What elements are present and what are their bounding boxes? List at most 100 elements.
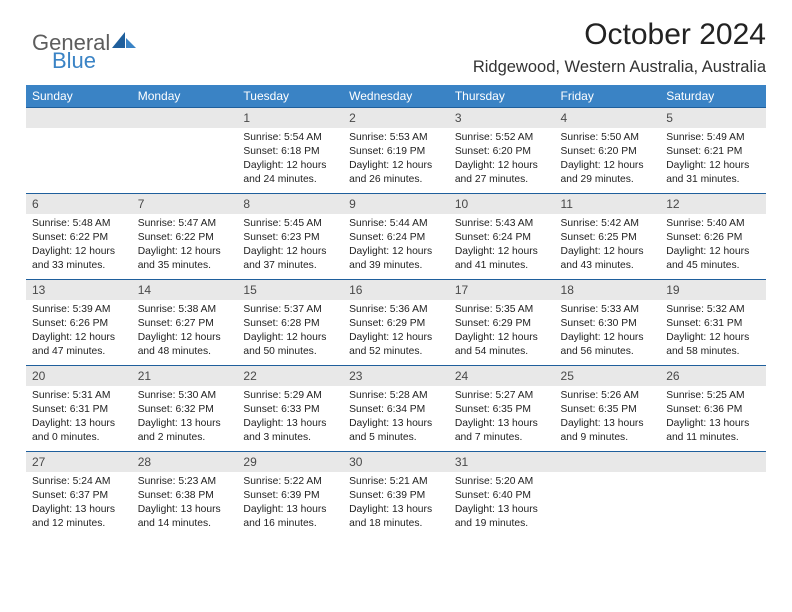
day-data: Sunrise: 5:23 AMSunset: 6:38 PMDaylight:… (132, 472, 238, 537)
calendar-cell: 20Sunrise: 5:31 AMSunset: 6:31 PMDayligh… (26, 365, 132, 451)
day-data: Sunrise: 5:21 AMSunset: 6:39 PMDaylight:… (343, 472, 449, 537)
day-number: 7 (132, 193, 238, 214)
calendar-cell: 13Sunrise: 5:39 AMSunset: 6:26 PMDayligh… (26, 279, 132, 365)
sunset-line: Sunset: 6:33 PM (243, 403, 337, 417)
day-number: 8 (237, 193, 343, 214)
daylight-line: Daylight: 12 hours and 35 minutes. (138, 245, 232, 273)
sunset-line: Sunset: 6:21 PM (666, 145, 760, 159)
sunrise-line: Sunrise: 5:23 AM (138, 475, 232, 489)
sunrise-line: Sunrise: 5:43 AM (455, 217, 549, 231)
weekday-header: Friday (555, 85, 661, 107)
calendar-cell: 8Sunrise: 5:45 AMSunset: 6:23 PMDaylight… (237, 193, 343, 279)
day-data: Sunrise: 5:24 AMSunset: 6:37 PMDaylight:… (26, 472, 132, 537)
daylight-line: Daylight: 12 hours and 58 minutes. (666, 331, 760, 359)
weekday-header-row: SundayMondayTuesdayWednesdayThursdayFrid… (26, 85, 766, 107)
day-number: 2 (343, 107, 449, 128)
sunrise-line: Sunrise: 5:26 AM (561, 389, 655, 403)
sunrise-line: Sunrise: 5:49 AM (666, 131, 760, 145)
sunset-line: Sunset: 6:23 PM (243, 231, 337, 245)
day-number: 21 (132, 365, 238, 386)
day-data: Sunrise: 5:39 AMSunset: 6:26 PMDaylight:… (26, 300, 132, 365)
day-number: 13 (26, 279, 132, 300)
calendar-cell: 7Sunrise: 5:47 AMSunset: 6:22 PMDaylight… (132, 193, 238, 279)
daylight-line: Daylight: 13 hours and 18 minutes. (349, 503, 443, 531)
calendar-cell: 15Sunrise: 5:37 AMSunset: 6:28 PMDayligh… (237, 279, 343, 365)
sunrise-line: Sunrise: 5:30 AM (138, 389, 232, 403)
sunrise-line: Sunrise: 5:24 AM (32, 475, 126, 489)
sunset-line: Sunset: 6:35 PM (455, 403, 549, 417)
day-number: 5 (660, 107, 766, 128)
day-data (555, 472, 661, 481)
day-number: 22 (237, 365, 343, 386)
sunset-line: Sunset: 6:19 PM (349, 145, 443, 159)
day-number: 26 (660, 365, 766, 386)
day-number (555, 451, 661, 472)
calendar-cell: 18Sunrise: 5:33 AMSunset: 6:30 PMDayligh… (555, 279, 661, 365)
day-data: Sunrise: 5:42 AMSunset: 6:25 PMDaylight:… (555, 214, 661, 279)
calendar-cell: 30Sunrise: 5:21 AMSunset: 6:39 PMDayligh… (343, 451, 449, 537)
sunrise-line: Sunrise: 5:25 AM (666, 389, 760, 403)
sunset-line: Sunset: 6:29 PM (455, 317, 549, 331)
calendar-cell: 24Sunrise: 5:27 AMSunset: 6:35 PMDayligh… (449, 365, 555, 451)
sunrise-line: Sunrise: 5:52 AM (455, 131, 549, 145)
weekday-header: Monday (132, 85, 238, 107)
day-data: Sunrise: 5:28 AMSunset: 6:34 PMDaylight:… (343, 386, 449, 451)
day-number: 1 (237, 107, 343, 128)
daylight-line: Daylight: 12 hours and 27 minutes. (455, 159, 549, 187)
sunrise-line: Sunrise: 5:40 AM (666, 217, 760, 231)
sunrise-line: Sunrise: 5:47 AM (138, 217, 232, 231)
daylight-line: Daylight: 12 hours and 24 minutes. (243, 159, 337, 187)
calendar-cell: 25Sunrise: 5:26 AMSunset: 6:35 PMDayligh… (555, 365, 661, 451)
calendar-cell: 29Sunrise: 5:22 AMSunset: 6:39 PMDayligh… (237, 451, 343, 537)
day-number: 17 (449, 279, 555, 300)
day-data: Sunrise: 5:36 AMSunset: 6:29 PMDaylight:… (343, 300, 449, 365)
calendar-cell: 16Sunrise: 5:36 AMSunset: 6:29 PMDayligh… (343, 279, 449, 365)
sunset-line: Sunset: 6:20 PM (455, 145, 549, 159)
sunrise-line: Sunrise: 5:32 AM (666, 303, 760, 317)
calendar-cell (132, 107, 238, 193)
daylight-line: Daylight: 12 hours and 26 minutes. (349, 159, 443, 187)
calendar-cell: 17Sunrise: 5:35 AMSunset: 6:29 PMDayligh… (449, 279, 555, 365)
sunrise-line: Sunrise: 5:21 AM (349, 475, 443, 489)
calendar-cell: 31Sunrise: 5:20 AMSunset: 6:40 PMDayligh… (449, 451, 555, 537)
month-title: October 2024 (473, 18, 766, 52)
sunset-line: Sunset: 6:31 PM (32, 403, 126, 417)
daylight-line: Daylight: 12 hours and 37 minutes. (243, 245, 337, 273)
day-data: Sunrise: 5:48 AMSunset: 6:22 PMDaylight:… (26, 214, 132, 279)
sunset-line: Sunset: 6:20 PM (561, 145, 655, 159)
sunset-line: Sunset: 6:26 PM (32, 317, 126, 331)
day-number: 30 (343, 451, 449, 472)
day-number: 11 (555, 193, 661, 214)
day-data: Sunrise: 5:47 AMSunset: 6:22 PMDaylight:… (132, 214, 238, 279)
calendar-cell: 9Sunrise: 5:44 AMSunset: 6:24 PMDaylight… (343, 193, 449, 279)
calendar-cell (555, 451, 661, 537)
sunrise-line: Sunrise: 5:39 AM (32, 303, 126, 317)
sunrise-line: Sunrise: 5:31 AM (32, 389, 126, 403)
daylight-line: Daylight: 12 hours and 48 minutes. (138, 331, 232, 359)
sunrise-line: Sunrise: 5:22 AM (243, 475, 337, 489)
calendar-cell (26, 107, 132, 193)
day-number: 6 (26, 193, 132, 214)
day-data: Sunrise: 5:49 AMSunset: 6:21 PMDaylight:… (660, 128, 766, 193)
day-data: Sunrise: 5:22 AMSunset: 6:39 PMDaylight:… (237, 472, 343, 537)
daylight-line: Daylight: 12 hours and 31 minutes. (666, 159, 760, 187)
day-data: Sunrise: 5:29 AMSunset: 6:33 PMDaylight:… (237, 386, 343, 451)
daylight-line: Daylight: 13 hours and 11 minutes. (666, 417, 760, 445)
sunrise-line: Sunrise: 5:38 AM (138, 303, 232, 317)
calendar-cell: 21Sunrise: 5:30 AMSunset: 6:32 PMDayligh… (132, 365, 238, 451)
day-number: 12 (660, 193, 766, 214)
day-data: Sunrise: 5:54 AMSunset: 6:18 PMDaylight:… (237, 128, 343, 193)
sunset-line: Sunset: 6:30 PM (561, 317, 655, 331)
day-number: 29 (237, 451, 343, 472)
sunrise-line: Sunrise: 5:37 AM (243, 303, 337, 317)
day-data: Sunrise: 5:45 AMSunset: 6:23 PMDaylight:… (237, 214, 343, 279)
day-number (26, 107, 132, 128)
sunset-line: Sunset: 6:39 PM (243, 489, 337, 503)
calendar-cell: 28Sunrise: 5:23 AMSunset: 6:38 PMDayligh… (132, 451, 238, 537)
calendar-row: 6Sunrise: 5:48 AMSunset: 6:22 PMDaylight… (26, 193, 766, 279)
sunrise-line: Sunrise: 5:53 AM (349, 131, 443, 145)
daylight-line: Daylight: 13 hours and 5 minutes. (349, 417, 443, 445)
calendar-row: 1Sunrise: 5:54 AMSunset: 6:18 PMDaylight… (26, 107, 766, 193)
daylight-line: Daylight: 12 hours and 45 minutes. (666, 245, 760, 273)
day-data: Sunrise: 5:37 AMSunset: 6:28 PMDaylight:… (237, 300, 343, 365)
